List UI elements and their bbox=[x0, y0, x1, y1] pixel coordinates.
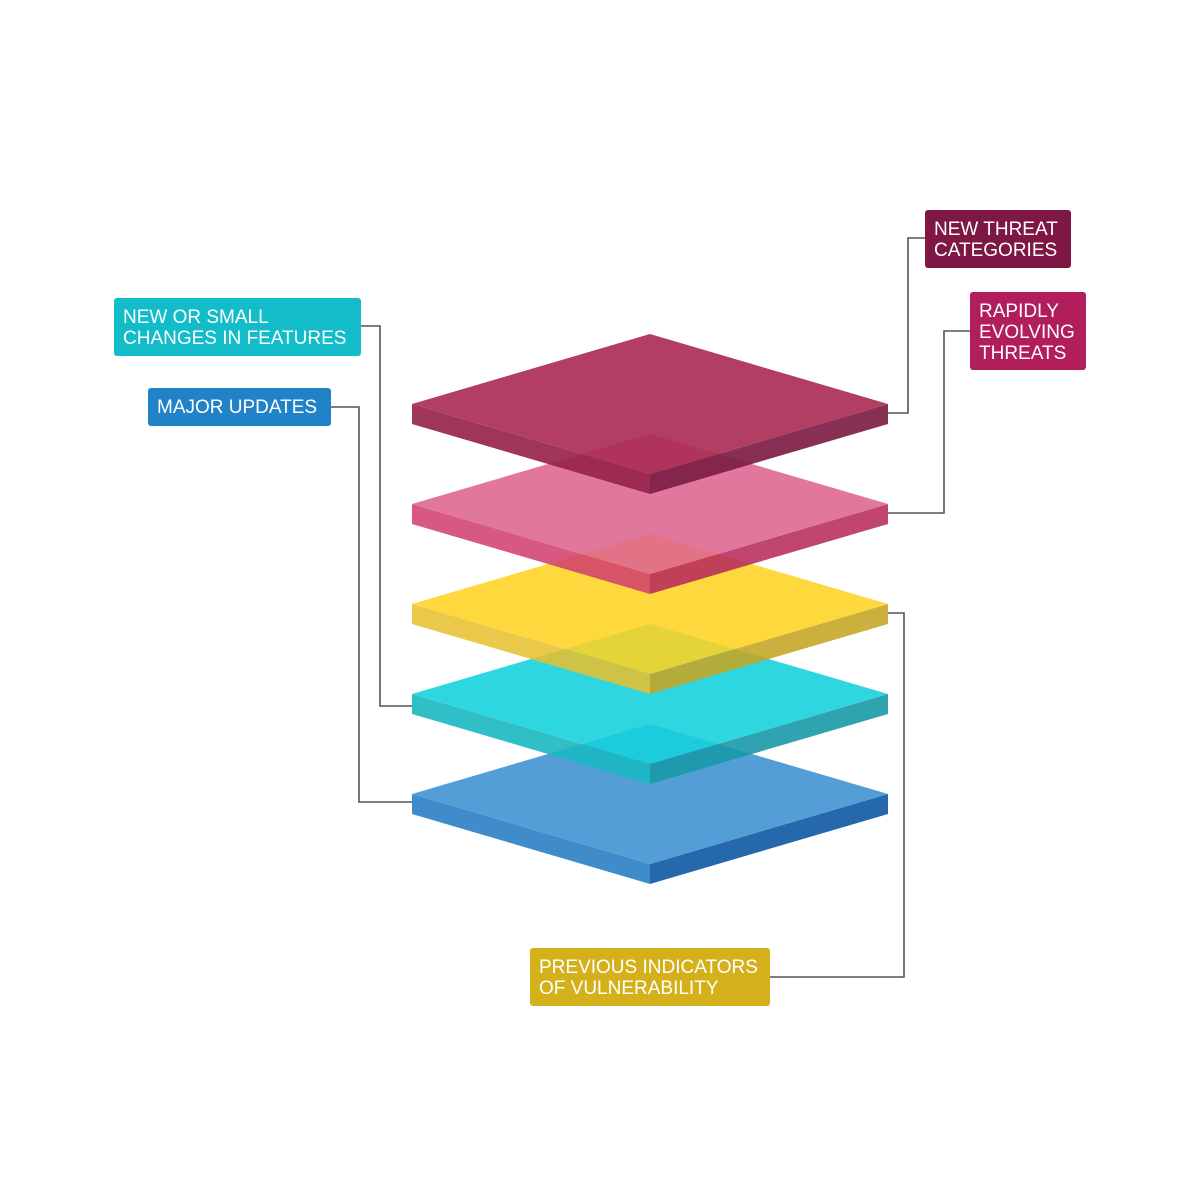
label-new-threat-categories-line1: NEW THREAT bbox=[934, 219, 1058, 240]
label-previous-indicators-line2: OF VULNERABILITY bbox=[539, 978, 719, 999]
label-rapidly-evolving-threats-line2: EVOLVING bbox=[979, 322, 1075, 343]
label-previous-indicators-line1: PREVIOUS INDICATORS bbox=[539, 957, 758, 978]
plate-new-or-small-changes-left-face bbox=[412, 694, 650, 784]
plate-major-updates bbox=[412, 724, 888, 884]
connector-previous-indicators bbox=[770, 612, 905, 978]
plate-major-updates-right-face bbox=[650, 794, 888, 884]
label-rapidly-evolving-threats: RAPIDLY EVOLVING THREATS bbox=[970, 292, 1086, 370]
plate-rapidly-evolving-threats-right-face bbox=[650, 504, 888, 594]
label-rapidly-evolving-threats-line1: RAPIDLY bbox=[979, 301, 1059, 322]
label-new-threat-categories: NEW THREAT CATEGORIES bbox=[925, 210, 1071, 268]
plate-new-or-small-changes-right-face bbox=[650, 694, 888, 784]
connector-major-updates bbox=[331, 406, 412, 803]
plate-previous-indicators-top-face bbox=[412, 534, 888, 674]
connector-new-threat bbox=[888, 237, 925, 414]
label-new-or-small-changes-line2: CHANGES IN FEATURES bbox=[123, 328, 347, 349]
plate-rapidly-evolving-threats bbox=[412, 434, 888, 594]
connector-new-features bbox=[361, 325, 412, 707]
label-major-updates-line1: MAJOR UPDATES bbox=[157, 397, 318, 418]
label-major-updates: MAJOR UPDATES bbox=[148, 388, 331, 426]
plate-new-threat-categories bbox=[412, 334, 888, 494]
label-rapidly-evolving-threats-line3: THREATS bbox=[979, 343, 1067, 364]
label-previous-indicators: PREVIOUS INDICATORS OF VULNERABILITY bbox=[530, 948, 770, 1006]
plate-rapidly-evolving-threats-left-face bbox=[412, 504, 650, 594]
plate-major-updates-top-face bbox=[412, 724, 888, 864]
label-new-or-small-changes-line1: NEW OR SMALL bbox=[123, 307, 269, 328]
label-new-or-small-changes: NEW OR SMALL CHANGES IN FEATURES bbox=[114, 298, 361, 356]
plate-rapidly-evolving-threats-top-face bbox=[412, 434, 888, 574]
plate-new-threat-categories-right-face bbox=[650, 404, 888, 494]
label-new-threat-categories-line2: CATEGORIES bbox=[934, 240, 1058, 261]
plate-new-threat-categories-top-face bbox=[412, 334, 888, 474]
plate-previous-indicators-left-face bbox=[412, 604, 650, 694]
plate-previous-indicators bbox=[412, 534, 888, 694]
plate-new-threat-categories-left-face bbox=[412, 404, 650, 494]
connector-rapidly-evolving bbox=[888, 330, 970, 514]
plate-major-updates-left-face bbox=[412, 794, 650, 884]
connector-lines bbox=[331, 237, 970, 978]
plate-previous-indicators-right-face bbox=[650, 604, 888, 694]
